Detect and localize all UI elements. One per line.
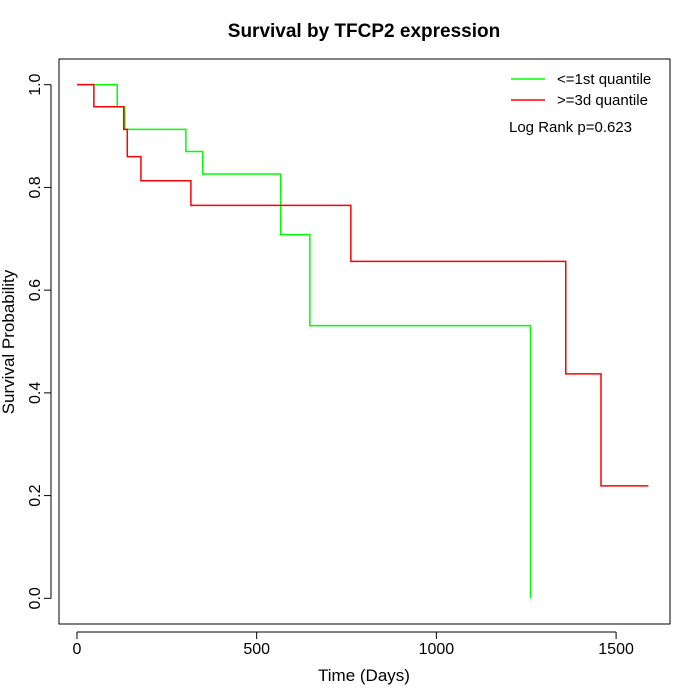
x-tick-label: 0 — [73, 641, 82, 658]
x-tick-label: 1500 — [598, 641, 634, 658]
y-tick-label: 0.2 — [27, 484, 44, 506]
x-axis-label: Time (Days) — [318, 666, 410, 685]
y-axis-label: Survival Probability — [0, 269, 18, 414]
x-tick-label: 1000 — [419, 641, 455, 658]
x-axis: 0 500 1000 1500 — [73, 631, 634, 658]
y-tick-label: 0.4 — [27, 382, 44, 404]
legend: <=1st quantile >=3d quantile — [511, 71, 651, 109]
y-tick-label: 1.0 — [27, 73, 44, 95]
series-line-2 — [76, 83, 649, 487]
chart-title: Survival by TFCP2 expression — [228, 21, 500, 42]
y-tick-label: 0.0 — [27, 587, 44, 609]
x-tick-label: 500 — [243, 641, 270, 658]
plot-frame — [58, 58, 671, 625]
series-layer — [76, 83, 649, 599]
y-axis: 0.0 0.2 0.4 0.6 0.8 1.0 — [27, 73, 52, 609]
series-line-1 — [76, 83, 532, 599]
logrank-pvalue: Log Rank p=0.623 — [509, 119, 632, 136]
y-tick-label: 0.8 — [27, 176, 44, 198]
legend-label: >=3d quantile — [557, 92, 648, 109]
y-tick-label: 0.6 — [27, 279, 44, 301]
legend-label: <=1st quantile — [557, 71, 651, 88]
